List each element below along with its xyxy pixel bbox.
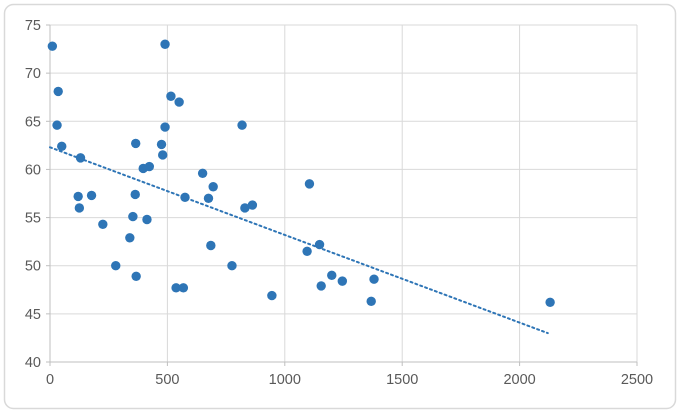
data-point[interactable] <box>73 191 83 202</box>
data-point[interactable] <box>240 203 250 213</box>
data-point[interactable] <box>144 161 155 172</box>
data-point[interactable] <box>86 190 97 201</box>
x-tick-label: 1000 <box>269 372 301 388</box>
data-point[interactable] <box>74 203 85 213</box>
y-tick-label: 70 <box>25 66 41 82</box>
data-point[interactable] <box>304 179 315 189</box>
axes <box>49 25 637 363</box>
x-tick-label: 500 <box>155 372 179 388</box>
data-point[interactable] <box>302 246 312 256</box>
data-point[interactable] <box>160 39 170 49</box>
tick-labels: 0 500 1000 1500 2000 2500 40 45 50 55 60 65 70 75 <box>25 18 653 388</box>
y-tick-label: 65 <box>25 114 41 130</box>
data-point[interactable] <box>131 138 141 149</box>
data-point[interactable] <box>57 141 67 152</box>
data-point[interactable] <box>267 290 277 301</box>
data-point[interactable] <box>166 91 176 101</box>
trendline <box>49 146 549 335</box>
y-tick-label: 40 <box>25 355 41 371</box>
y-tick-label: 75 <box>25 18 41 34</box>
data-point[interactable] <box>197 168 208 178</box>
data-point[interactable] <box>75 153 86 163</box>
data-point[interactable] <box>366 296 376 307</box>
tick-marks <box>46 24 638 366</box>
data-point[interactable] <box>369 274 379 284</box>
data-point[interactable] <box>98 219 108 230</box>
x-tick-label: 2000 <box>503 372 535 388</box>
data-point[interactable] <box>206 240 216 251</box>
data-point[interactable] <box>203 193 214 204</box>
trendline-dotted <box>49 146 549 335</box>
data-point[interactable] <box>180 192 190 203</box>
data-point[interactable] <box>337 276 348 286</box>
data-point[interactable] <box>160 122 170 132</box>
data-point[interactable] <box>327 270 337 281</box>
data-point[interactable] <box>125 233 135 243</box>
x-tick-label: 0 <box>46 372 54 388</box>
data-point[interactable] <box>47 41 58 51</box>
data-point[interactable] <box>111 261 121 271</box>
data-point[interactable] <box>247 200 258 210</box>
y-tick-label: 50 <box>25 259 41 275</box>
y-tick-label: 55 <box>25 211 41 227</box>
data-point[interactable] <box>158 150 168 160</box>
data-point[interactable] <box>171 283 181 293</box>
data-point[interactable] <box>53 86 63 97</box>
chart-border <box>3 3 677 410</box>
data-point[interactable] <box>545 297 555 308</box>
data-point[interactable] <box>208 182 218 192</box>
y-tick-label: 60 <box>25 162 41 178</box>
data-point[interactable] <box>156 139 167 150</box>
data-point[interactable] <box>131 271 141 282</box>
data-point[interactable] <box>314 239 325 250</box>
data-point[interactable] <box>142 214 152 225</box>
data-point[interactable] <box>178 283 189 293</box>
data-point[interactable] <box>128 211 138 222</box>
data-points[interactable] <box>47 39 555 308</box>
data-point[interactable] <box>227 261 237 271</box>
x-tick-label: 2500 <box>621 372 653 388</box>
y-tick-label: 45 <box>25 307 41 323</box>
data-point[interactable] <box>237 120 247 130</box>
x-tick-label: 1500 <box>386 372 418 388</box>
gridlines <box>50 24 638 362</box>
data-point[interactable] <box>130 189 140 200</box>
data-point[interactable] <box>316 281 326 291</box>
data-point[interactable] <box>174 97 184 107</box>
data-point[interactable] <box>52 120 62 130</box>
